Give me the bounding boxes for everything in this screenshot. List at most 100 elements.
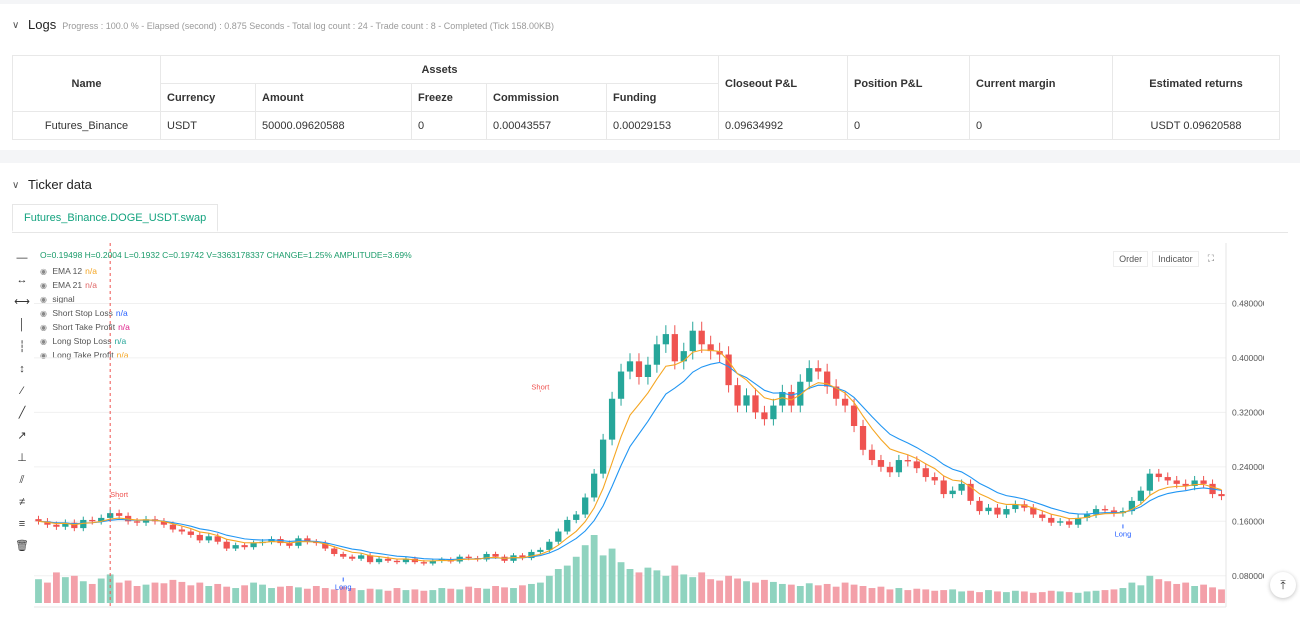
fib-lines-icon[interactable]: ≡ <box>18 518 26 531</box>
arrow-line-icon[interactable]: ↗ <box>17 429 27 442</box>
volume-bar <box>375 589 383 603</box>
eye-icon[interactable]: ◉ <box>40 295 47 304</box>
candle-body <box>841 398 849 406</box>
ticker-header[interactable]: ∨ Ticker data <box>12 177 92 192</box>
legend-label: signal <box>52 294 75 304</box>
legend-ema21[interactable]: ◉ EMA 21 n/a <box>40 278 130 292</box>
vertical-segment-icon[interactable]: ┆ <box>18 340 26 353</box>
legend-long-take-profit[interactable]: ◉ Long Take Profit n/a <box>40 348 130 362</box>
volume-bar <box>778 583 786 603</box>
indicator-button[interactable]: Indicator <box>1152 251 1199 267</box>
candle-body <box>662 334 669 345</box>
volume-bar <box>832 586 840 603</box>
candle-body <box>241 545 248 548</box>
volume-bar <box>1101 590 1109 603</box>
trash-icon[interactable]: 🗑 <box>15 540 29 553</box>
volume-bar <box>536 582 544 603</box>
ohlc-readout: O=0.19498 H=0.2004 L=0.1932 C=0.19742 V=… <box>40 250 412 260</box>
candle-body <box>573 514 580 520</box>
volume-bar <box>599 555 607 603</box>
volume-bar <box>357 590 365 603</box>
volume-bar <box>752 582 759 603</box>
volume-bar <box>1146 575 1154 603</box>
legend-ema12[interactable]: ◉ EMA 12 n/a <box>40 264 130 278</box>
candle-body <box>393 560 401 563</box>
eye-icon[interactable]: ◉ <box>40 337 47 346</box>
vertical-arrow-icon[interactable]: ↕ <box>19 362 25 375</box>
volume-bar <box>35 579 42 603</box>
horizontal-line-icon[interactable]: — <box>16 252 28 264</box>
ray-line-icon[interactable]: ⁄ <box>21 385 23 398</box>
volume-bar <box>805 583 813 603</box>
fibonacci-icon[interactable]: ≠ <box>18 496 26 509</box>
tab-doge-usdt[interactable]: Futures_Binance.DOGE_USDT.swap <box>12 204 219 232</box>
name-header: Name <box>12 55 161 112</box>
order-button[interactable]: Order <box>1113 251 1149 267</box>
candle-body <box>1164 477 1171 481</box>
eye-icon[interactable]: ◉ <box>40 281 47 290</box>
y-tick-label: 0.08000000 <box>1232 571 1264 581</box>
price-line-icon[interactable]: ⊥ <box>17 451 27 464</box>
legend-short-stop-loss[interactable]: ◉ Short Stop Loss n/a <box>40 306 130 320</box>
volume-bar <box>985 590 992 603</box>
candle-body <box>555 531 562 542</box>
volume-bar <box>1110 589 1118 603</box>
y-tick-label: 0.32000000 <box>1232 407 1264 417</box>
candle-body <box>1021 504 1028 508</box>
candle-body <box>384 558 392 561</box>
legend-label: Long Take Profit <box>52 350 114 360</box>
y-tick-label: 0.16000000 <box>1232 516 1264 526</box>
volume-bar <box>931 590 939 603</box>
eye-icon[interactable]: ◉ <box>40 267 47 276</box>
candle-body <box>1155 473 1162 478</box>
ticker-title: Ticker data <box>28 177 92 192</box>
volume-bar <box>250 582 257 603</box>
assets-header: Assets <box>160 55 719 84</box>
volume-bar <box>617 562 625 603</box>
volume-bar <box>904 590 912 603</box>
legend-value: n/a <box>118 322 130 332</box>
row-commission: 0.00043557 <box>486 111 607 140</box>
candle-body <box>653 344 661 365</box>
candle-body <box>1012 504 1019 510</box>
candle-body <box>1137 490 1144 501</box>
volume-bar <box>106 574 114 603</box>
candle-body <box>985 507 992 512</box>
eye-icon[interactable]: ◉ <box>40 323 47 332</box>
legend-signal[interactable]: ◉ signal <box>40 292 130 306</box>
candle-body <box>465 556 472 559</box>
volume-bar <box>474 588 482 603</box>
volume-bar <box>312 586 320 603</box>
candle-body <box>779 391 786 406</box>
eye-icon[interactable]: ◉ <box>40 309 47 318</box>
volume-bar <box>671 565 679 603</box>
legend-long-stop-loss[interactable]: ◉ Long Stop Loss n/a <box>40 334 130 348</box>
legend-short-take-profit[interactable]: ◉ Short Take Profit n/a <box>40 320 130 334</box>
chevron-down-icon[interactable]: ∨ <box>12 20 20 31</box>
freeze-header: Freeze <box>411 83 487 112</box>
volume-bar <box>232 588 240 603</box>
candle-body <box>250 543 257 548</box>
chevron-down-icon[interactable]: ∨ <box>12 180 20 191</box>
volume-bar <box>653 570 661 603</box>
candle-body <box>35 519 42 522</box>
candle-body <box>116 513 123 516</box>
row-amount: 50000.09620588 <box>255 111 412 140</box>
logs-header[interactable]: ∨ Logs Progress : 100.0 % - Elapsed (sec… <box>12 17 554 32</box>
candle-body <box>591 473 598 498</box>
vertical-line-icon[interactable]: │ <box>18 318 26 331</box>
parallel-channel-icon[interactable]: ⫽ <box>19 473 25 486</box>
volume-bar <box>949 589 957 603</box>
candle-body <box>931 477 938 481</box>
eye-icon[interactable]: ◉ <box>40 351 47 360</box>
volume-bar <box>1209 587 1216 603</box>
scroll-top-button[interactable]: ⤒ <box>1270 572 1296 598</box>
candle-body <box>680 351 687 362</box>
trend-line-icon[interactable]: ⟷ <box>14 296 30 309</box>
horizontal-ray-icon[interactable]: ↔ <box>16 274 28 287</box>
segment-line-icon[interactable]: ╱ <box>18 407 26 420</box>
candlestick-chart[interactable]: 0.48000000 0.40000000 0.32000000 0.24000000… <box>34 243 1264 608</box>
expand-icon[interactable]: ⛶ <box>1202 251 1219 267</box>
volume-bar <box>402 590 410 603</box>
volume-bar <box>1218 589 1225 603</box>
